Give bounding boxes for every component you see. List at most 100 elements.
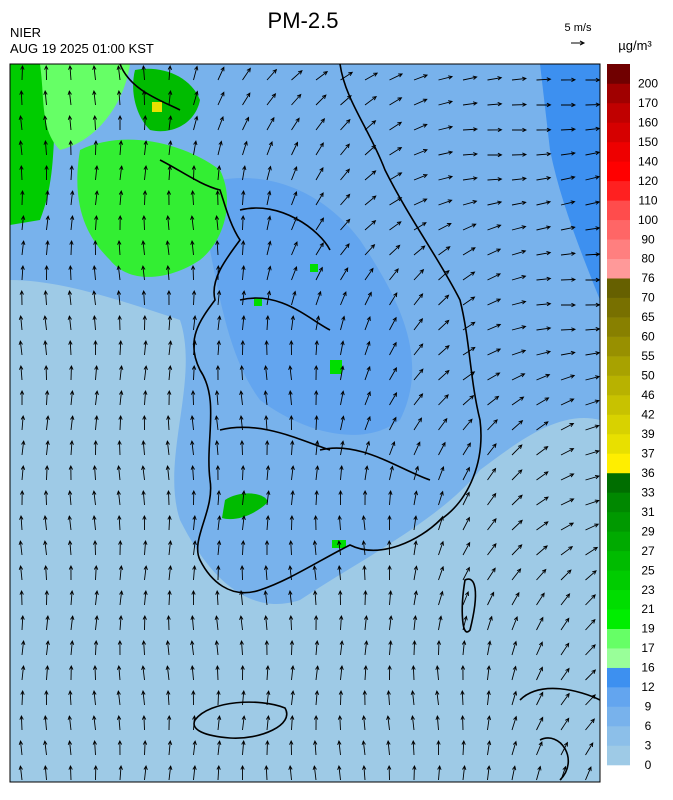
wind-arrow <box>560 127 577 132</box>
wind-arrow <box>116 265 121 281</box>
wind-arrow <box>511 690 518 706</box>
wind-arrow <box>191 489 196 506</box>
wind-arrow <box>536 545 548 556</box>
wind-arrow <box>216 540 222 556</box>
colorbar-swatch <box>607 278 630 298</box>
wind-arrow <box>141 289 147 306</box>
wind-arrow <box>560 77 577 82</box>
colorbar-swatch <box>607 64 630 84</box>
wind-arrow <box>68 689 73 706</box>
wind-arrow <box>141 690 146 706</box>
wind-arrow <box>585 175 600 181</box>
wind-arrow <box>340 315 346 331</box>
wind-arrow <box>585 351 600 356</box>
wind-arrow <box>487 177 503 182</box>
wind-arrow <box>43 115 48 131</box>
wind-arrow <box>265 715 271 731</box>
wind-arrow <box>487 323 502 331</box>
map <box>9 63 601 783</box>
colorbar-label: 31 <box>641 505 655 519</box>
wind-arrow <box>340 143 350 156</box>
wind-arrow <box>438 199 453 206</box>
wind-arrow <box>560 277 577 282</box>
wind-arrow <box>413 174 428 181</box>
wind-arrow <box>337 765 342 781</box>
wind-arrow <box>412 764 417 781</box>
wind-arrow <box>438 394 449 406</box>
wind-arrow <box>241 715 246 731</box>
wind-arrow <box>92 464 97 481</box>
wind-arrow <box>92 690 97 706</box>
wind-arrow <box>214 640 219 656</box>
wind-arrow <box>389 416 397 431</box>
wind-arrow <box>142 114 148 131</box>
wind-scale-arrow <box>571 40 586 46</box>
colorbar-swatch <box>607 375 630 396</box>
wind-arrow <box>44 264 49 281</box>
wind-arrow <box>288 765 293 781</box>
wind-arrow <box>119 590 124 606</box>
wind-arrow <box>438 615 443 631</box>
colorbar-swatch <box>607 745 630 766</box>
timestamp: AUG 19 2025 01:00 KST <box>10 41 154 56</box>
wind-arrow <box>143 365 148 381</box>
wind-arrow <box>585 644 596 656</box>
wind-arrow <box>69 640 75 656</box>
wind-arrow <box>214 215 220 231</box>
wind-arrow <box>413 268 425 281</box>
wind-arrow <box>92 515 97 531</box>
wind-arrow <box>511 765 517 781</box>
wind-arrow <box>413 98 428 106</box>
wind-arrow <box>242 165 247 181</box>
wind-arrow <box>241 740 246 756</box>
wind-arrow <box>560 448 575 456</box>
wind-arrow <box>462 466 470 481</box>
wind-arrow <box>364 144 377 156</box>
wind-arrow <box>240 339 245 356</box>
wind-arrow <box>264 339 269 356</box>
wind-arrow <box>511 519 523 531</box>
wind-arrow <box>93 339 98 356</box>
wind-arrow <box>363 589 368 606</box>
colorbar-label: 25 <box>641 563 655 577</box>
wind-arrow <box>361 740 366 756</box>
wind-arrow <box>536 102 552 108</box>
wind-arrow <box>560 617 570 631</box>
wind-arrow <box>167 714 172 731</box>
wind-arrow <box>290 440 295 456</box>
wind-arrow <box>43 515 48 531</box>
wind-arrow <box>141 65 146 81</box>
wind-arrow <box>265 314 270 331</box>
wind-arrow <box>290 690 295 706</box>
wind-arrow <box>20 614 25 631</box>
colorbar-swatch <box>607 258 630 279</box>
wind-arrow <box>143 165 148 181</box>
wind-arrow <box>413 293 424 306</box>
wind-arrow <box>337 515 342 531</box>
wind-arrow <box>215 464 221 481</box>
wind-arrow <box>118 539 123 556</box>
wind-arrow <box>45 240 50 256</box>
wind-arrow <box>45 615 50 631</box>
colorbar-swatch <box>607 297 630 318</box>
wind-arrow <box>438 294 450 306</box>
wind-arrow <box>266 116 275 131</box>
wind-arrow <box>266 240 272 256</box>
wind-arrow <box>216 165 222 181</box>
wind-arrow <box>167 589 172 606</box>
colorbar-swatch <box>607 492 630 513</box>
wind-arrow <box>240 214 246 231</box>
wind-arrow <box>92 490 97 506</box>
wind-arrow <box>536 765 542 781</box>
wind-arrow <box>143 540 148 556</box>
wind-arrow <box>462 516 470 531</box>
wind-arrow <box>266 165 272 181</box>
wind-arrow <box>67 290 72 306</box>
wind-arrow <box>314 690 320 706</box>
wind-arrow <box>166 289 172 306</box>
wind-arrow <box>411 664 416 681</box>
colorbar-swatch <box>607 122 630 143</box>
colorbar-swatch <box>607 414 630 435</box>
wind-arrow <box>362 564 367 581</box>
wind-arrow <box>168 565 173 581</box>
